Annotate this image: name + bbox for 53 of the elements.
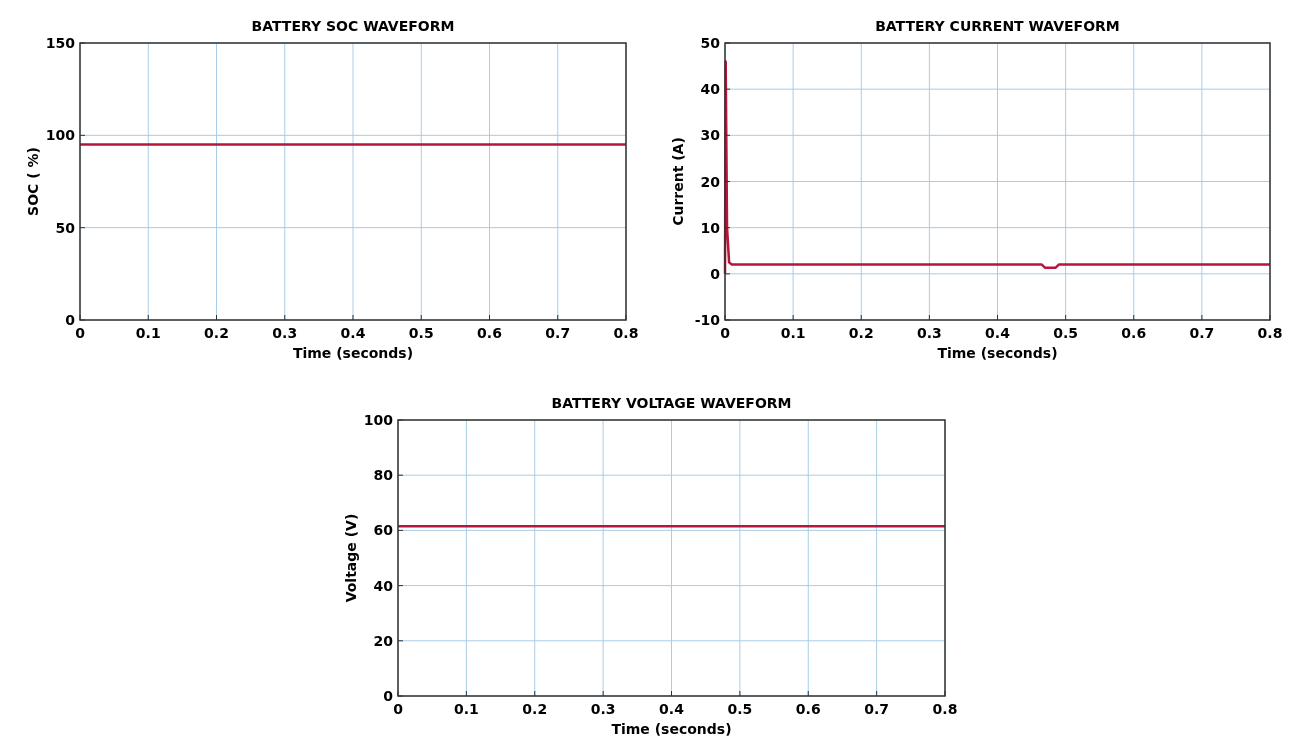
x-axis-title: Time (seconds) bbox=[292, 345, 414, 361]
x-tick-label: 0.5 bbox=[727, 701, 753, 717]
x-tick-label: 0.2 bbox=[522, 701, 548, 717]
x-tick-label: 0.1 bbox=[453, 701, 479, 717]
y-tick-label: 0 bbox=[65, 312, 76, 328]
y-axis-title: SOC ( %) bbox=[25, 147, 41, 216]
x-tick-label: 0.8 bbox=[932, 701, 958, 717]
y-tick-label: 50 bbox=[700, 35, 721, 51]
x-tick-label: 0.6 bbox=[477, 325, 502, 341]
x-axis-title: Time (seconds) bbox=[611, 721, 732, 737]
x-tick-label: 0.7 bbox=[864, 701, 890, 717]
y-axis-title: Current (A) bbox=[670, 137, 686, 226]
x-tick-label: 0 bbox=[75, 325, 86, 341]
chart-title: BATTERY SOC WAVEFORM bbox=[251, 18, 455, 34]
x-tick-label: 0.7 bbox=[545, 325, 571, 341]
x-tick-label: 0.3 bbox=[916, 325, 942, 341]
y-tick-label: 100 bbox=[45, 127, 76, 144]
x-tick-label: 0.1 bbox=[780, 325, 806, 341]
y-tick-label: 60 bbox=[373, 522, 394, 539]
x-tick-label: 0.4 bbox=[340, 325, 366, 341]
x-tick-label: 0.5 bbox=[1053, 325, 1079, 341]
x-tick-label: 0 bbox=[720, 325, 731, 341]
x-tick-label: 0.8 bbox=[613, 325, 639, 341]
y-tick-label: 40 bbox=[373, 577, 394, 594]
y-axis-title: Voltage (V) bbox=[343, 513, 359, 603]
y-tick-label: 30 bbox=[700, 127, 721, 144]
x-tick-label: 0.6 bbox=[795, 701, 821, 717]
x-tick-label: 0.3 bbox=[590, 701, 616, 717]
y-tick-label: 10 bbox=[700, 219, 721, 236]
y-tick-label: 20 bbox=[700, 173, 721, 190]
x-tick-label: 0.2 bbox=[848, 325, 874, 341]
y-tick-label: 40 bbox=[700, 81, 721, 98]
y-tick-label: 50 bbox=[55, 219, 76, 236]
y-tick-label: -10 bbox=[694, 312, 721, 328]
y-tick-label: 100 bbox=[363, 412, 394, 428]
x-tick-label: 0.1 bbox=[135, 325, 161, 341]
x-tick-label: 0.7 bbox=[1189, 325, 1215, 341]
x-tick-label: 0 bbox=[393, 701, 404, 717]
y-tick-label: 80 bbox=[373, 467, 394, 484]
y-tick-label: 150 bbox=[45, 35, 76, 51]
y-tick-label: 0 bbox=[710, 265, 721, 282]
x-axis-title: Time (seconds) bbox=[937, 345, 1058, 361]
x-tick-label: 0.2 bbox=[204, 325, 229, 341]
x-tick-label: 0.8 bbox=[1257, 325, 1283, 341]
x-tick-label: 0.4 bbox=[985, 325, 1011, 341]
chart-title: BATTERY CURRENT WAVEFORM bbox=[875, 18, 1120, 34]
y-tick-label: 0 bbox=[383, 688, 394, 704]
x-tick-label: 0.4 bbox=[659, 701, 685, 717]
y-tick-label: 20 bbox=[373, 632, 394, 649]
x-tick-label: 0.5 bbox=[408, 325, 434, 341]
chart-title: BATTERY VOLTAGE WAVEFORM bbox=[551, 395, 792, 411]
x-tick-label: 0.6 bbox=[1121, 325, 1147, 341]
x-tick-label: 0.3 bbox=[272, 325, 298, 341]
